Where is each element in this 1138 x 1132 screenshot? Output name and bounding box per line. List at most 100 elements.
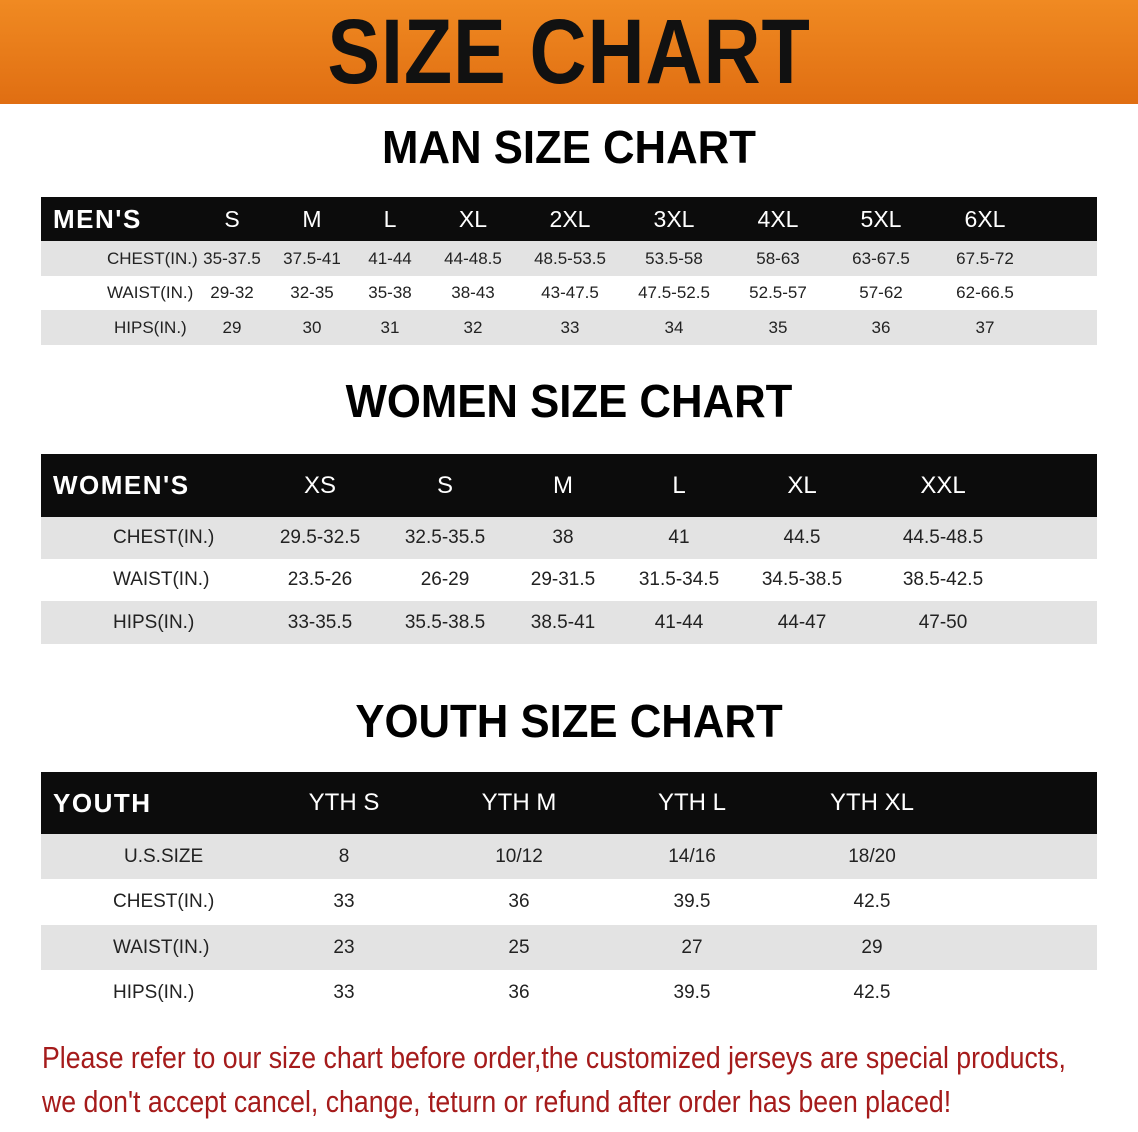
size-header: M [553, 471, 573, 499]
measurement-value: 43-47.5 [541, 283, 599, 302]
table-row: WAIST(IN.) 23 25 27 29 [41, 925, 1097, 970]
measurement-value: 23.5-26 [287, 569, 353, 590]
measurement-value: 30 [302, 317, 322, 337]
size-header: L [672, 471, 686, 499]
size-header: 6XL [964, 205, 1006, 232]
size-header: YTH S [308, 789, 380, 816]
measurement-label: WAIST(IN.) [113, 936, 210, 958]
measurement-value: 41-44 [654, 611, 704, 633]
measurement-value: 35.5-38.5 [404, 611, 486, 633]
measurement-value: 33-35.5 [287, 611, 353, 633]
measurement-value: 38.5-41 [530, 611, 596, 633]
measurement-value: 35-37.5 [203, 248, 261, 268]
size-header: 5XL [860, 205, 902, 232]
measurement-value: 31 [380, 317, 400, 337]
measurement-value: 34 [664, 317, 684, 337]
measurement-value: 37.5-41 [283, 248, 341, 268]
measurement-value: 10/12 [495, 845, 543, 867]
men-section-title: MAN SIZE CHART [382, 121, 756, 173]
measurement-value: 39.5 [673, 981, 711, 1003]
measurement-value: 29-32 [210, 283, 254, 302]
size-header: XS [303, 471, 337, 499]
measurement-label: CHEST(IN.) [113, 527, 215, 548]
measurement-value: 29 [861, 936, 883, 958]
men-size-table: MEN'S S M L XL 2XL 3XL 4XL 5XL 6XL CHEST(IN.) 35-37… [41, 197, 1097, 345]
measurement-value: 23 [333, 936, 355, 958]
table-row: U.S.SIZE 8 10/12 14/16 18/20 [41, 834, 1097, 879]
measurement-value: 44-48.5 [444, 248, 502, 268]
size-header: S [224, 205, 240, 232]
measurement-value: 41-44 [368, 248, 412, 268]
size-header: 2XL [549, 205, 591, 232]
measurement-value: 44.5-48.5 [902, 527, 984, 548]
men-header-row: MEN'S S M L XL 2XL 3XL 4XL 5XL 6XL [41, 197, 1097, 241]
measurement-value: 53.5-58 [645, 248, 703, 268]
measurement-label: WAIST(IN.) [113, 569, 210, 590]
measurement-value: 18/20 [848, 845, 896, 867]
measurement-value: 52.5-57 [749, 283, 807, 302]
size-header: XL [787, 471, 817, 499]
measurement-value: 57-62 [859, 283, 903, 302]
measurement-value: 36 [871, 317, 891, 337]
men-table-label: MEN'S [53, 203, 142, 234]
table-row: WAIST(IN.) 23.5-26 26-29 29-31.5 31.5-34.5 34… [41, 559, 1097, 601]
measurement-label: HIPS(IN.) [113, 611, 195, 633]
measurement-label: U.S.SIZE [124, 845, 204, 867]
measurement-value: 39.5 [673, 891, 711, 912]
measurement-value: 47.5-52.5 [638, 283, 710, 302]
measurement-value: 38.5-42.5 [902, 569, 984, 590]
size-header: XL [458, 205, 488, 232]
notice-line-2: we don't accept cancel, change, teturn o… [42, 1084, 952, 1119]
measurement-label: WAIST(IN.) [107, 283, 194, 302]
measurement-value: 32.5-35.5 [404, 527, 486, 548]
measurement-value: 44-47 [777, 611, 827, 633]
measurement-value: 35-38 [368, 283, 412, 302]
measurement-value: 25 [508, 936, 530, 958]
measurement-value: 8 [338, 845, 350, 867]
youth-section-title: YOUTH SIZE CHART [355, 695, 783, 747]
measurement-value: 36 [508, 981, 530, 1003]
size-header: XXL [920, 471, 966, 499]
measurement-value: 37 [975, 317, 995, 337]
measurement-value: 38-43 [451, 283, 495, 302]
table-row: HIPS(IN.) 33 36 39.5 42.5 [41, 970, 1097, 1015]
size-header: YTH XL [829, 789, 915, 816]
measurement-value: 42.5 [853, 981, 891, 1003]
measurement-value: 27 [681, 936, 703, 958]
measurement-value: 29-31.5 [530, 569, 596, 590]
table-row: CHEST(IN.) 29.5-32.5 32.5-35.5 38 41 44.5 44.5… [41, 517, 1097, 559]
measurement-value: 44.5 [783, 527, 821, 548]
measurement-value: 29 [222, 317, 242, 337]
measurement-value: 67.5-72 [956, 248, 1014, 268]
measurement-label: CHEST(IN.) [113, 891, 215, 912]
measurement-value: 36 [508, 891, 530, 912]
measurement-value: 38 [552, 527, 574, 548]
measurement-value: 35 [768, 317, 788, 337]
measurement-value: 32 [463, 317, 483, 337]
table-row: HIPS(IN.) 29 30 31 32 33 34 35 36 37 [41, 310, 1097, 345]
measurement-value: 34.5-38.5 [761, 569, 843, 590]
measurement-value: 42.5 [853, 891, 891, 912]
measurement-value: 48.5-53.5 [534, 248, 606, 268]
size-header: S [436, 471, 454, 499]
youth-table-label: YOUTH [53, 787, 152, 818]
measurement-value: 26-29 [420, 569, 470, 590]
measurement-value: 33 [560, 317, 580, 337]
women-table-label: WOMEN'S [53, 470, 190, 500]
measurement-value: 58-63 [756, 248, 800, 268]
table-row: WAIST(IN.) 29-32 32-35 35-38 38-43 43-47.5 47.… [41, 276, 1097, 310]
measurement-value: 62-66.5 [956, 283, 1014, 302]
table-row: HIPS(IN.) 33-35.5 35.5-38.5 38.5-41 41-44 44-… [41, 601, 1097, 644]
youth-header-row: YOUTH YTH S YTH M YTH L YTH XL [41, 772, 1097, 834]
size-header: 3XL [653, 205, 695, 232]
youth-size-table: YOUTH YTH S YTH M YTH L YTH XL U.S.SIZE 8 10/12… [41, 772, 1097, 1015]
measurement-value: 14/16 [668, 845, 716, 867]
measurement-value: 31.5-34.5 [638, 569, 720, 590]
measurement-value: 33 [333, 891, 355, 912]
measurement-value: 29.5-32.5 [279, 527, 361, 548]
banner-title: SIZE CHART [327, 1, 811, 103]
women-header-row: WOMEN'S XS S M L XL XXL [41, 454, 1097, 517]
measurement-value: 47-50 [918, 611, 968, 633]
table-row: CHEST(IN.) 33 36 39.5 42.5 [41, 879, 1097, 925]
measurement-value: 63-67.5 [852, 248, 910, 268]
